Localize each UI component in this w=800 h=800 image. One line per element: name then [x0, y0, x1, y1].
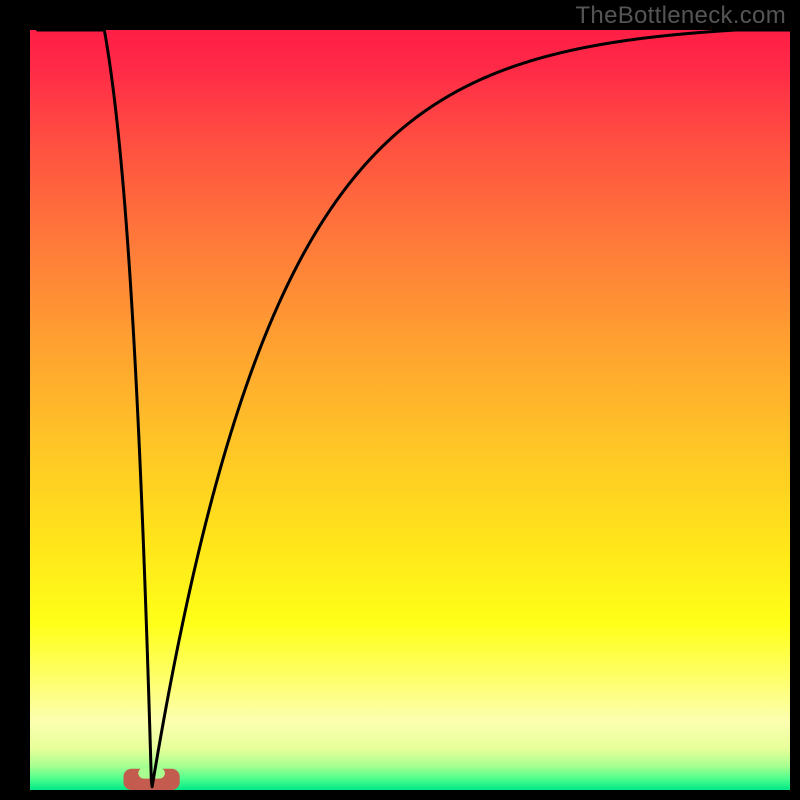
bottleneck-figure: TheBottleneck.com [0, 0, 800, 800]
chart-svg [0, 0, 800, 800]
watermark-text: TheBottleneck.com [575, 2, 786, 30]
plot-area-rect [30, 30, 790, 790]
